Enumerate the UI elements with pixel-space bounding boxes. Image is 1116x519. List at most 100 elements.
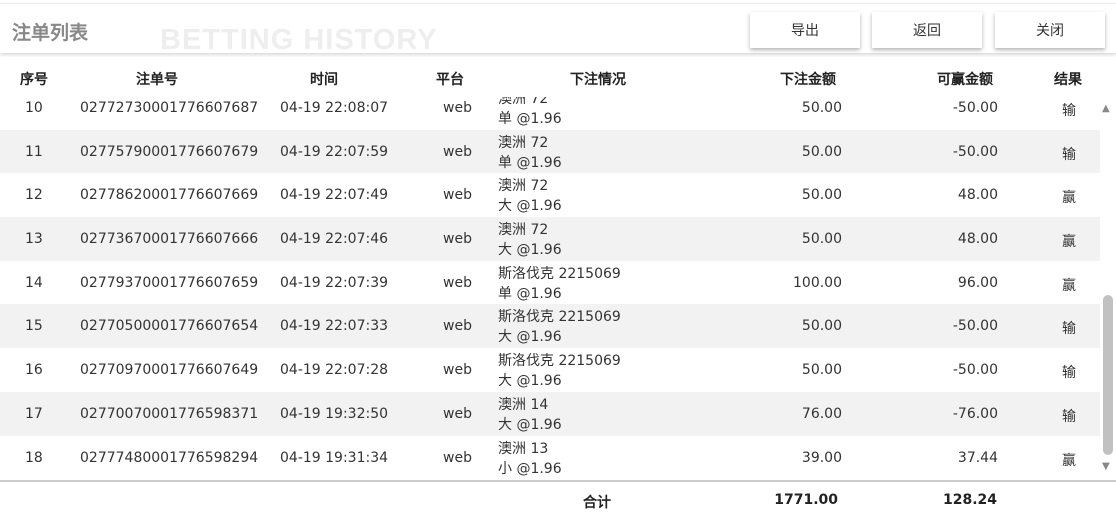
back-button[interactable]: 返回: [872, 12, 982, 48]
bet-selection: 大 @1.96: [498, 373, 562, 390]
close-button[interactable]: 关闭: [995, 12, 1105, 48]
platform: web: [443, 143, 472, 160]
bet-amount: 100.00: [793, 274, 842, 291]
table-row[interactable]: 10 02772730001776607687 04-19 22:08:07 web 5…: [0, 97, 1100, 130]
bet-time: 04-19 19:31:34: [280, 449, 389, 466]
row-no: 10: [25, 100, 43, 116]
bet-selection: 单 @1.96: [498, 111, 562, 127]
table-footer: 合计 1771.00 128.24: [0, 480, 1116, 519]
win-amount: -50.00: [952, 362, 998, 379]
result: 赢: [1062, 277, 1076, 294]
win-amount: -50.00: [952, 100, 998, 116]
win-amount: 96.00: [957, 274, 998, 291]
table-header: 序号 注单号 时间 平台 下注情况 下注金额 可赢金额 结果: [0, 60, 1100, 97]
total-amount: 1771.00: [774, 492, 838, 508]
scrollbar-thumb[interactable]: [1103, 295, 1113, 455]
total-win: 128.24: [942, 492, 997, 508]
bet-market: 澳洲 72: [498, 97, 549, 107]
scrollbar[interactable]: ▲ ▼: [1100, 97, 1116, 480]
title-bar: 注单列表 BETTING HISTORY 导出 返回 关闭: [0, 3, 1116, 56]
bet-id: 02770500001776607654: [80, 318, 259, 335]
row-no: 15: [25, 318, 43, 335]
table-body[interactable]: 10 02772730001776607687 04-19 22:08:07 web 5…: [0, 97, 1100, 480]
result: 输: [1062, 146, 1076, 163]
bet-id: 02778620001776607669: [80, 187, 259, 204]
table-row[interactable]: 15 02770500001776607654 04-19 22:07:33 web 5…: [0, 304, 1100, 349]
table-row[interactable]: 17 02770070001776598371 04-19 19:32:50 web 7…: [0, 391, 1100, 436]
watermark: BETTING HISTORY: [160, 24, 438, 56]
bet-market: 澳洲 13: [498, 440, 549, 457]
scroll-up-icon[interactable]: ▲: [1102, 103, 1110, 114]
table-row[interactable]: 14 02779370001776607659 04-19 22:07:39 web 1…: [0, 261, 1100, 305]
col-result: 结果: [1054, 72, 1082, 88]
col-time: 时间: [310, 72, 338, 88]
scroll-down-icon[interactable]: ▼: [1102, 461, 1110, 472]
bet-id: 02770070001776598371: [80, 405, 259, 422]
col-detail: 下注情况: [570, 72, 626, 88]
bet-selection: 小 @1.96: [498, 460, 562, 477]
platform: web: [443, 187, 472, 204]
row-no: 18: [25, 449, 43, 466]
total-label: 合计: [583, 495, 611, 511]
bet-time: 04-19 22:07:59: [280, 143, 389, 160]
bet-time: 04-19 19:32:50: [280, 405, 389, 422]
bet-selection: 大 @1.96: [498, 329, 562, 346]
bet-market: 澳洲 14: [498, 396, 549, 413]
page-title: 注单列表: [12, 22, 89, 44]
bet-amount: 76.00: [801, 405, 842, 422]
table-row[interactable]: 12 02778620001776607669 04-19 22:07:49 web 5…: [0, 173, 1100, 217]
bet-market: 澳洲 72: [498, 178, 549, 195]
bet-time: 04-19 22:07:33: [280, 318, 389, 335]
bet-market: 澳洲 72: [498, 222, 549, 239]
bet-detail: 澳洲 72 大 @1.96: [498, 176, 562, 216]
bet-market: 斯洛伐克 2215069: [498, 309, 621, 326]
result: 输: [1062, 408, 1076, 425]
bet-time: 04-19 22:07:28: [280, 362, 389, 379]
win-amount: 48.00: [957, 187, 998, 204]
col-no: 序号: [20, 72, 48, 88]
bet-amount: 50.00: [801, 187, 842, 204]
platform: web: [443, 449, 472, 466]
bet-detail: 澳洲 72 单 @1.96: [498, 97, 562, 129]
row-no: 13: [25, 231, 43, 248]
platform: web: [443, 362, 472, 379]
row-no: 12: [25, 187, 43, 204]
bet-selection: 单 @1.96: [498, 285, 562, 302]
table-row[interactable]: 18 02777480001776598294 04-19 19:31:34 web 3…: [0, 436, 1100, 480]
bet-amount: 50.00: [801, 231, 842, 248]
row-no: 17: [25, 405, 43, 422]
col-id: 注单号: [136, 72, 178, 88]
result: 输: [1062, 103, 1076, 119]
bet-id: 02770970001776607649: [80, 362, 259, 379]
export-button[interactable]: 导出: [750, 12, 860, 48]
result: 赢: [1062, 190, 1076, 207]
bet-market: 澳洲 72: [498, 134, 549, 151]
platform: web: [443, 318, 472, 335]
table-row[interactable]: 13 02773670001776607666 04-19 22:07:46 web 5…: [0, 217, 1100, 261]
result: 赢: [1062, 452, 1076, 469]
bet-time: 04-19 22:07:49: [280, 187, 389, 204]
platform: web: [443, 100, 472, 116]
bet-id: 02773670001776607666: [80, 231, 259, 248]
bet-id: 02775790001776607679: [80, 143, 259, 160]
table-row[interactable]: 16 02770970001776607649 04-19 22:07:28 web 5…: [0, 348, 1100, 392]
win-amount: -50.00: [952, 143, 998, 160]
col-win: 可赢金额: [937, 72, 993, 88]
bet-selection: 单 @1.96: [498, 154, 562, 171]
bet-amount: 39.00: [801, 449, 842, 466]
bet-detail: 澳洲 14 大 @1.96: [498, 395, 562, 435]
win-amount: 48.00: [957, 231, 998, 248]
platform: web: [443, 231, 472, 248]
bet-detail: 澳洲 72 大 @1.96: [498, 220, 562, 260]
result: 输: [1062, 321, 1076, 338]
win-amount: 37.44: [957, 449, 998, 466]
bet-time: 04-19 22:08:07: [280, 100, 389, 116]
bet-amount: 50.00: [801, 318, 842, 335]
win-amount: -76.00: [952, 405, 998, 422]
table-row[interactable]: 11 02775790001776607679 04-19 22:07:59 web 5…: [0, 129, 1100, 174]
bet-detail: 斯洛伐克 2215069 单 @1.96: [498, 264, 621, 304]
bet-selection: 大 @1.96: [498, 198, 562, 215]
bet-id: 02772730001776607687: [80, 100, 259, 116]
bet-time: 04-19 22:07:46: [280, 231, 389, 248]
bet-selection: 大 @1.96: [498, 416, 562, 433]
